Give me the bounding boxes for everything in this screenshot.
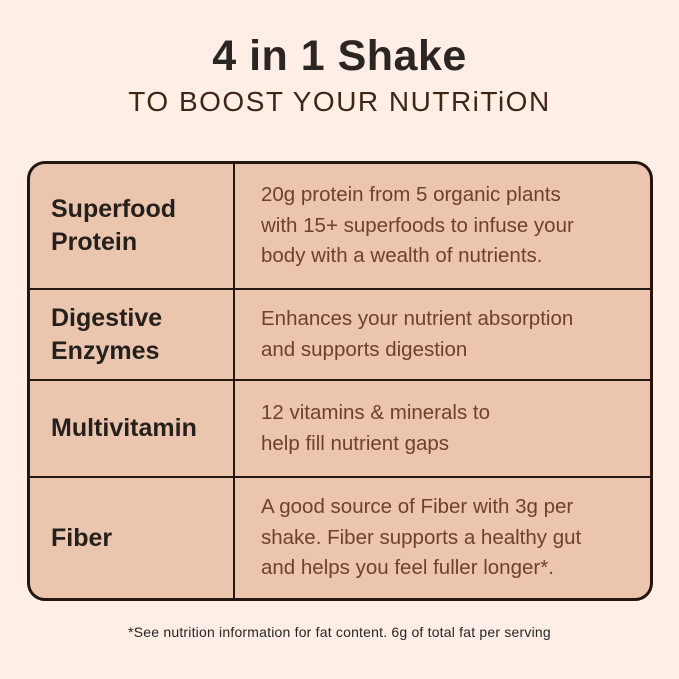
page-title: 4 in 1 Shake	[212, 32, 467, 80]
row-label: Digestive Enzymes	[30, 290, 235, 379]
table-row-superfood-protein: Superfood Protein 20g protein from 5 org…	[30, 164, 650, 290]
table-row-fiber: Fiber A good source of Fiber with 3g per…	[30, 478, 650, 598]
row-label: Superfood Protein	[30, 164, 235, 288]
row-label: Fiber	[30, 478, 235, 598]
row-description: A good source of Fiber with 3g per shake…	[261, 494, 582, 580]
row-label: Multivitamin	[30, 381, 235, 476]
benefits-table: Superfood Protein 20g protein from 5 org…	[27, 161, 653, 601]
row-description: Enhances your nutrient absorption and su…	[261, 306, 574, 361]
row-description: 20g protein from 5 organic plants with 1…	[261, 182, 574, 268]
table-row-digestive-enzymes: Digestive Enzymes Enhances your nutrient…	[30, 290, 650, 381]
row-description: 12 vitamins & minerals to help fill nutr…	[261, 400, 491, 455]
footnote: *See nutrition information for fat conte…	[128, 624, 551, 640]
page-subtitle: TO BOOST YOUR NUTRiTiON	[128, 86, 551, 117]
table-row-multivitamin: Multivitamin 12 vitamins & minerals to h…	[30, 381, 650, 478]
